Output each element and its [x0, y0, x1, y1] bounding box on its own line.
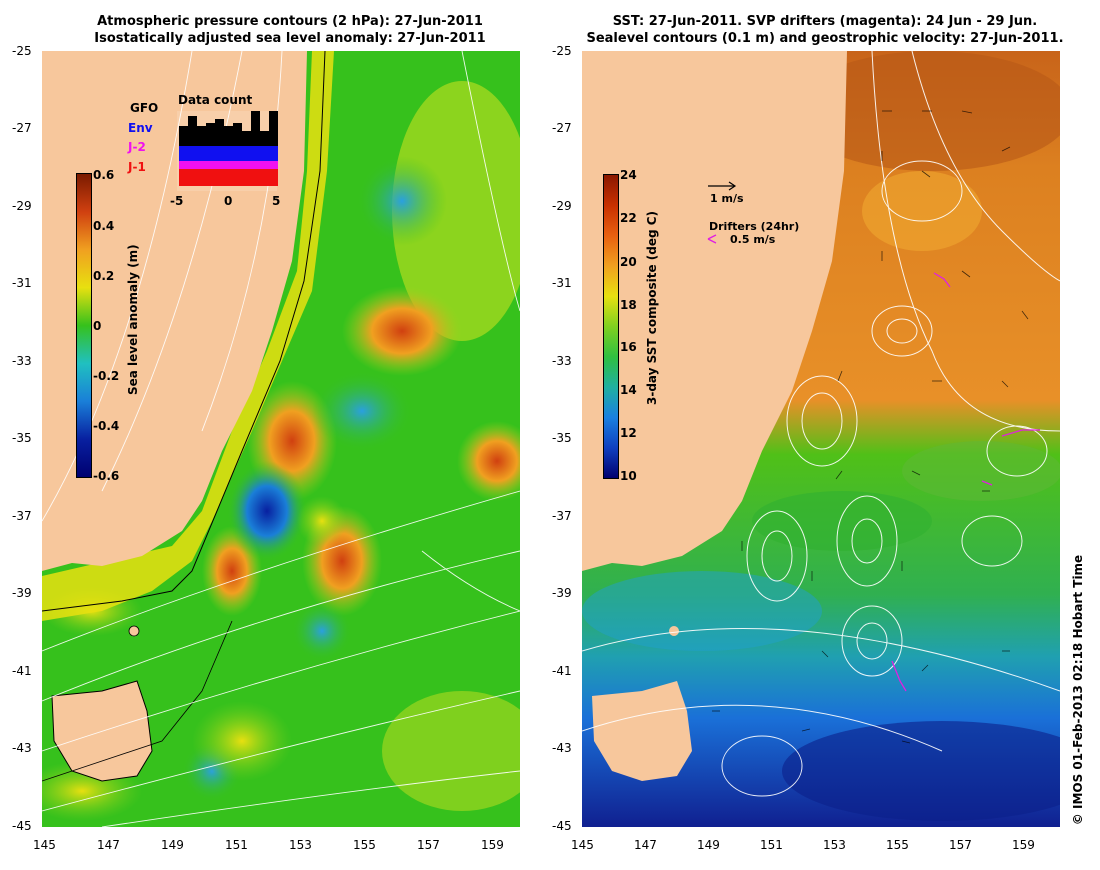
lat-tick: -41: [12, 664, 32, 678]
sst-axis-label: 3-day SST composite (deg C): [645, 210, 659, 405]
lon-tick: 149: [697, 838, 720, 852]
lat-tick: -45: [12, 819, 32, 833]
lat-tick: -29: [552, 199, 572, 213]
sst-colorbar-tick: 10: [620, 469, 637, 483]
sst-colorbar-tick: 22: [620, 211, 637, 225]
lon-tick: 159: [1012, 838, 1035, 852]
drifter-ref-label: 0.5 m/s: [730, 233, 776, 246]
lat-tick: -41: [552, 664, 572, 678]
sst-colorbar-tick: 12: [620, 426, 637, 440]
sst-colorbar-tick: 24: [620, 168, 637, 182]
right-title-line1: SST: 27-Jun-2011. SVP drifters (magenta)…: [612, 14, 1038, 29]
sst-colorbar-tick: 20: [620, 255, 637, 269]
lat-tick: -31: [12, 276, 32, 290]
colorbar-tick: 0.6: [93, 168, 115, 182]
right-map: [582, 51, 1060, 827]
lat-tick: -27: [552, 121, 572, 135]
lat-tick: -35: [552, 431, 572, 445]
sst-colorbar-tick: 16: [620, 340, 637, 354]
lat-tick: -31: [552, 276, 572, 290]
lon-tick: 151: [760, 838, 783, 852]
left-map: [42, 51, 520, 827]
legend-j1: J-1: [128, 160, 146, 174]
lat-tick: -39: [12, 586, 32, 600]
lon-tick: 145: [33, 838, 56, 852]
sea-level-colorbar: [76, 173, 92, 478]
legend-gfo: GFO: [130, 101, 159, 115]
lat-tick: -29: [12, 199, 32, 213]
data-count-tick: -5: [170, 194, 184, 208]
lat-tick: -33: [552, 354, 572, 368]
lon-tick: 151: [225, 838, 248, 852]
lat-tick: -43: [12, 741, 32, 755]
colorbar-tick: 0: [93, 319, 102, 333]
data-count-title: Data count: [178, 93, 253, 107]
colorbar-tick: 0.2: [93, 269, 115, 283]
colorbar-tick: -0.2: [93, 369, 120, 383]
sst-colorbar-tick: 18: [620, 298, 637, 312]
colorbar-tick: 0.4: [93, 219, 115, 233]
lat-tick: -39: [552, 586, 572, 600]
lon-tick: 153: [823, 838, 846, 852]
lat-tick: -25: [552, 44, 572, 58]
lon-tick: 157: [417, 838, 440, 852]
lon-tick: 147: [634, 838, 657, 852]
lon-tick: 147: [97, 838, 120, 852]
data-count-tick: 5: [272, 194, 281, 208]
legend-env: Env: [128, 121, 153, 135]
lon-tick: 153: [289, 838, 312, 852]
sst-colorbar: [603, 174, 619, 479]
drifter-title: Drifters (24hr): [709, 220, 800, 233]
lat-tick: -37: [12, 509, 32, 523]
imos-credit: © IMOS 01-Feb-2013 02:18 Hobart Time: [1071, 554, 1085, 826]
colorbar-tick: -0.4: [93, 419, 120, 433]
lon-tick: 145: [571, 838, 594, 852]
lon-tick: 157: [949, 838, 972, 852]
velocity-ref-label: 1 m/s: [710, 192, 744, 205]
sst-colorbar-tick: 14: [620, 383, 637, 397]
lat-tick: -27: [12, 121, 32, 135]
lon-tick: 155: [886, 838, 909, 852]
sea-level-axis-label: Sea level anomaly (m): [126, 244, 140, 395]
lat-tick: -25: [12, 44, 32, 58]
lat-tick: -43: [552, 741, 572, 755]
legend-j2: J-2: [128, 140, 146, 154]
data-count-tick: 0: [224, 194, 233, 208]
lon-tick: 155: [353, 838, 376, 852]
right-title-line2: Sealevel contours (0.1 m) and geostrophi…: [586, 31, 1064, 46]
left-title-line1: Atmospheric pressure contours (2 hPa): 2…: [97, 14, 483, 29]
left-title-line2: Isostatically adjusted sea level anomaly…: [94, 31, 486, 46]
lat-tick: -33: [12, 354, 32, 368]
lon-tick: 149: [161, 838, 184, 852]
lat-tick: -37: [552, 509, 572, 523]
lat-tick: -35: [12, 431, 32, 445]
colorbar-tick: -0.6: [93, 469, 120, 483]
lon-tick: 159: [481, 838, 504, 852]
data-count-bars: [179, 111, 278, 186]
lat-tick: -45: [552, 819, 572, 833]
